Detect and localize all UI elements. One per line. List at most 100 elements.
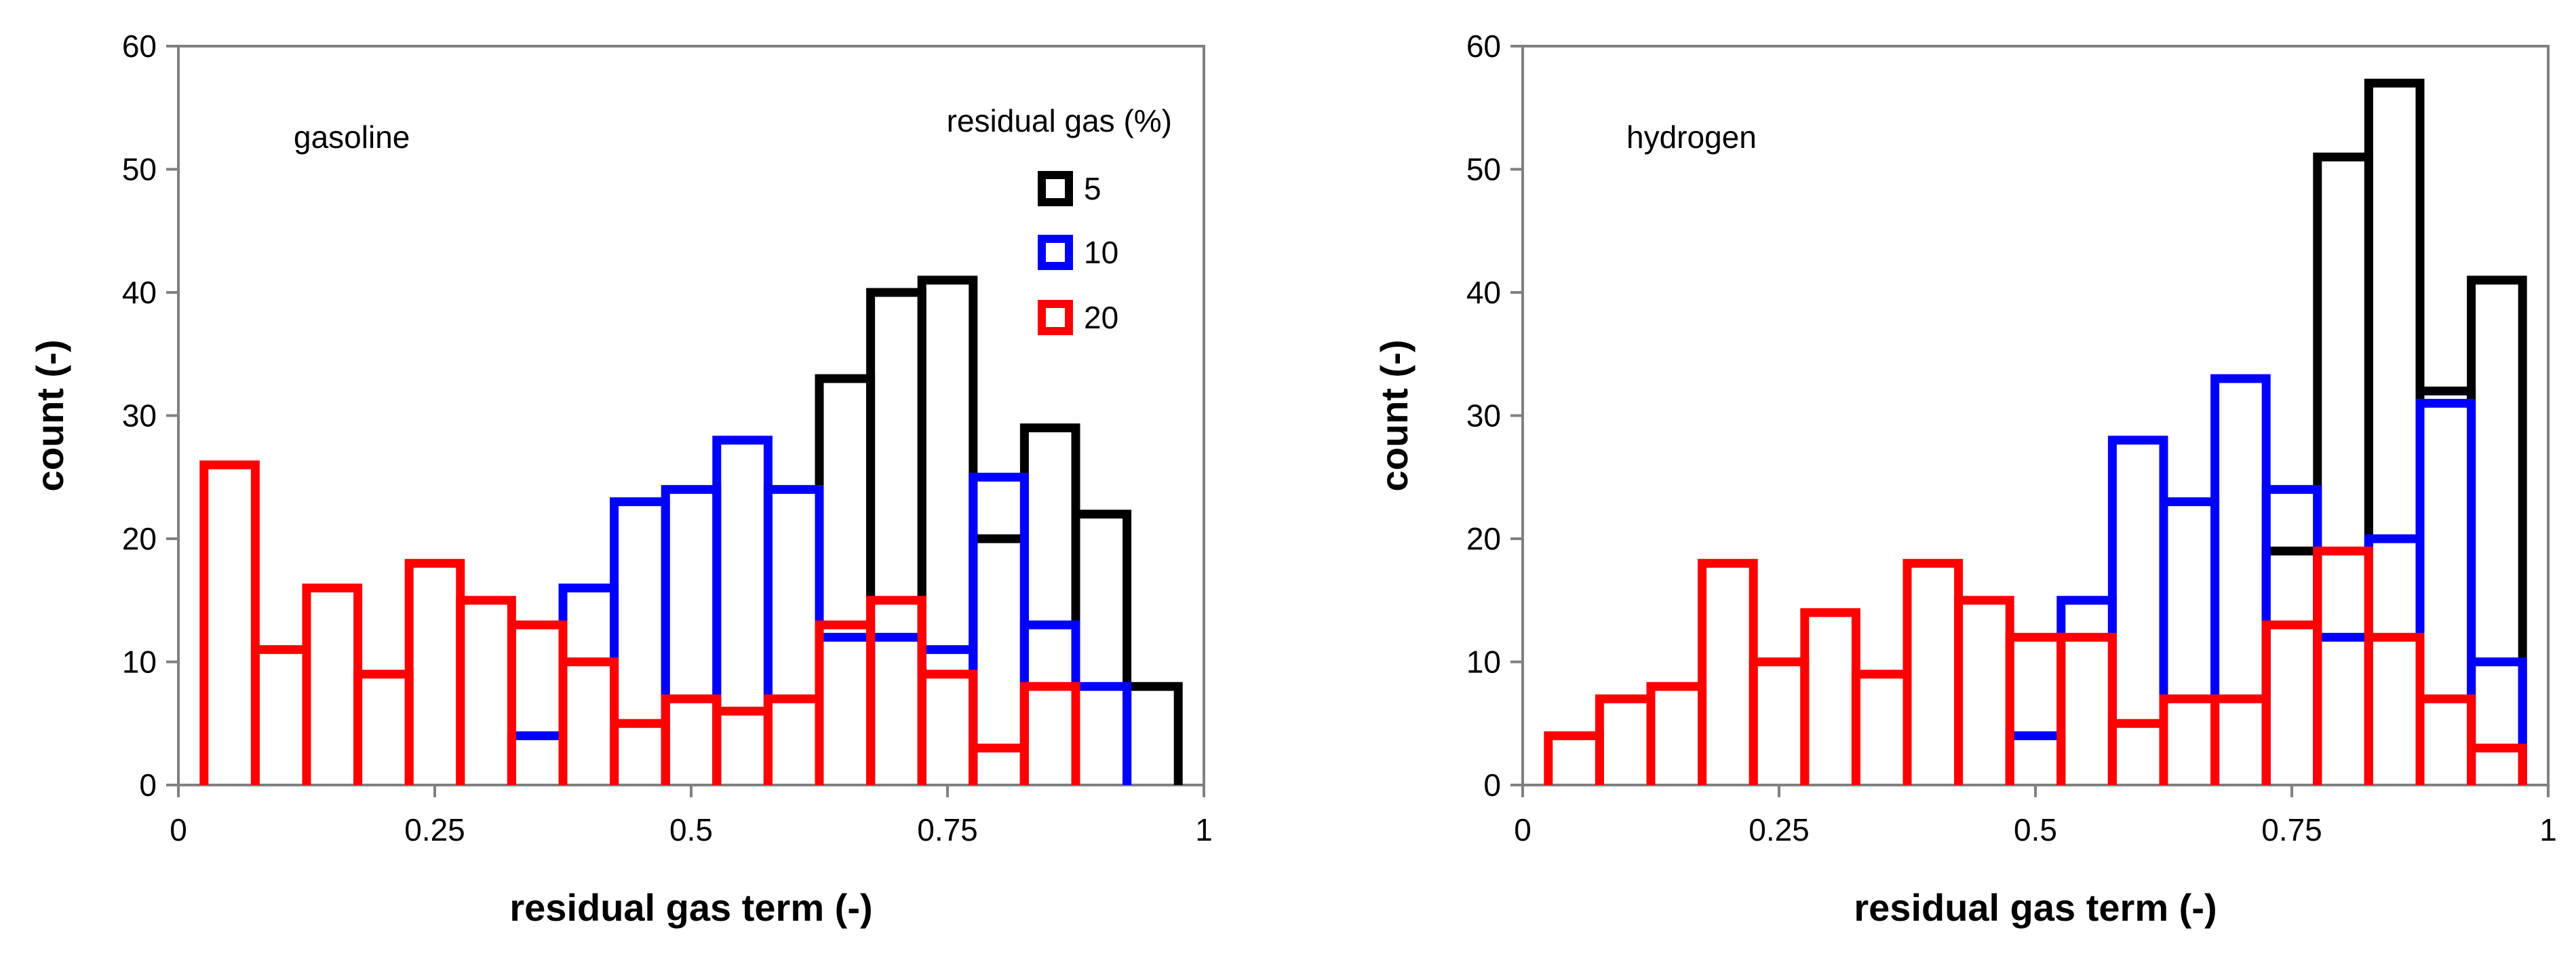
y-tick-label: 0 [139,767,157,803]
y-tick-label: 20 [122,521,157,556]
y-tick-label: 10 [122,645,157,680]
series-20-bars [1544,546,2527,785]
bin-series-20-5 [456,596,516,785]
legend-swatch-20 [1038,300,1073,335]
bin-series-5-13 [866,288,926,785]
bin-series-10-9 [2005,731,2066,785]
bin-series-20-8 [610,719,670,785]
y-axis-title: count (-) [1373,340,1416,492]
bin-series-20-5 [1800,608,1860,785]
x-tick-label: 0.25 [1749,812,1810,847]
y-tick-label: 30 [122,398,157,434]
bin-series-20-1 [250,645,311,785]
bin-series-20-6 [507,620,568,785]
legend-label-5: 5 [1084,171,1101,206]
legend-label-20: 20 [1084,300,1118,335]
y-axis-title: count (-) [28,340,71,492]
y-tick-label: 60 [1466,28,1501,64]
bin-series-10-17 [2415,398,2476,785]
bin-series-20-0 [1544,731,1604,785]
bin-series-10-12 [815,632,876,785]
y-tick-label: 50 [122,152,157,187]
y-tick-label: 10 [1466,645,1501,680]
bin-series-10-13 [2210,374,2271,785]
bin-series-10-10 [712,436,773,785]
bin-series-5-15 [2313,152,2373,785]
bin-series-20-4 [1749,657,1810,785]
y-tick-label: 60 [122,28,157,64]
bin-series-20-3 [353,670,414,785]
x-tick-label: 0.75 [917,812,978,847]
bin-series-20-9 [661,694,722,785]
bin-series-20-16 [2364,632,2425,785]
x-tick-label: 0.25 [404,812,465,847]
legend: residual gas (%) 5 10 20 [947,103,1172,335]
bin-series-10-11 [763,484,824,785]
bin-series-20-10 [712,706,773,785]
bin-series-10-17 [1071,682,1132,785]
bin-series-10-14 [2261,484,2322,785]
x-tick-label: 0.75 [2261,812,2322,847]
x-tick-label: 1 [2539,812,2557,847]
gasoline-histogram-panel: 0 10 20 30 40 50 60 0 0.25 0.5 0.75 1 residual gas t… [28,28,1213,929]
bin-series-20-6 [1851,670,1912,785]
bin-series-20-15 [2313,546,2373,785]
bin-series-5-17 [2415,386,2476,785]
bin-series-20-2 [302,584,363,785]
bin-series-20-14 [2261,620,2322,785]
bin-series-5-16 [1019,423,1080,785]
bin-series-10-18 [2467,657,2527,785]
bin-series-20-1 [1595,694,1656,785]
legend-swatch-5 [1038,171,1073,206]
bin-series-20-11 [763,694,824,785]
bin-series-20-3 [1698,558,1758,785]
x-tick-label: 1 [1195,812,1213,847]
bin-series-20-14 [917,670,978,785]
bin-series-20-10 [2056,632,2117,785]
bin-series-20-13 [2210,694,2271,785]
legend-swatch-10 [1038,235,1073,270]
bin-series-10-12 [2159,497,2220,785]
bin-series-5-14 [917,275,978,785]
series-5-bars [2261,78,2527,785]
bin-series-10-7 [558,584,619,785]
bin-series-20-13 [866,596,926,785]
x-axis-title: residual gas term (-) [1854,886,2217,929]
legend-label-10: 10 [1084,235,1118,270]
bin-series-10-16 [1019,620,1080,785]
fuel-annotation: hydrogen [1626,119,1757,155]
bin-series-5-14 [2261,546,2322,785]
x-tick-label: 0.5 [2014,812,2057,847]
bin-series-10-13 [866,632,926,785]
x-tick-label: 0 [1514,812,1531,847]
bin-series-10-6 [507,731,568,785]
hydrogen-histogram-panel: 0 10 20 30 40 50 60 0 0.25 0.5 0.75 1 residual gas t… [1373,28,2557,929]
bin-series-10-11 [2107,436,2168,785]
bin-series-10-15 [969,472,1029,785]
fuel-annotation: gasoline [294,119,410,155]
bin-series-20-17 [2415,694,2476,785]
bin-series-20-7 [558,657,619,785]
bin-series-5-17 [1071,510,1132,785]
y-tick-label: 50 [1466,152,1501,187]
y-tick-label: 0 [1483,767,1501,803]
bin-series-20-8 [1954,596,2014,785]
legend-title: residual gas (%) [947,103,1172,138]
x-axis-title: residual gas term (-) [509,886,872,929]
bin-series-20-16 [1019,682,1080,785]
bin-series-20-4 [404,558,465,785]
bin-series-10-15 [2313,632,2373,785]
bin-series-20-15 [969,744,1029,785]
bin-series-10-16 [2364,534,2425,785]
bin-series-10-9 [661,484,722,785]
bin-series-5-16 [2364,78,2425,785]
y-tick-label: 20 [1466,521,1501,556]
bin-series-20-7 [1902,558,1964,785]
x-tick-label: 0.5 [669,812,713,847]
y-tick-label: 30 [1466,398,1501,434]
bin-series-20-18 [2467,744,2527,785]
bin-series-5-18 [2467,275,2527,785]
y-tick-label: 40 [122,275,157,310]
bin-series-20-12 [815,620,876,785]
bin-series-5-12 [815,374,876,785]
